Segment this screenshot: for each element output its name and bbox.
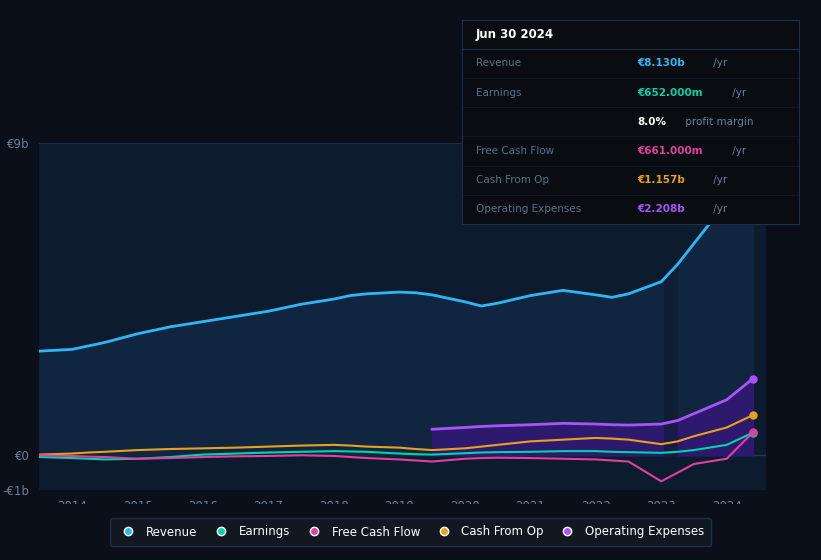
Legend: Revenue, Earnings, Free Cash Flow, Cash From Op, Operating Expenses: Revenue, Earnings, Free Cash Flow, Cash … — [109, 519, 712, 545]
Text: €1.157b: €1.157b — [637, 175, 686, 185]
Text: Jun 30 2024: Jun 30 2024 — [475, 27, 554, 41]
Text: profit margin: profit margin — [681, 117, 753, 127]
Text: €652.000m: €652.000m — [637, 87, 703, 97]
Text: €8.130b: €8.130b — [637, 58, 685, 68]
Text: /yr: /yr — [710, 58, 727, 68]
Text: /yr: /yr — [729, 146, 746, 156]
Text: Cash From Op: Cash From Op — [475, 175, 548, 185]
Text: Operating Expenses: Operating Expenses — [475, 204, 581, 214]
Text: 8.0%: 8.0% — [637, 117, 667, 127]
Text: /yr: /yr — [729, 87, 746, 97]
Text: €661.000m: €661.000m — [637, 146, 703, 156]
Text: /yr: /yr — [710, 204, 727, 214]
Text: €2.208b: €2.208b — [637, 204, 685, 214]
Text: Revenue: Revenue — [475, 58, 521, 68]
Text: Free Cash Flow: Free Cash Flow — [475, 146, 554, 156]
Text: Earnings: Earnings — [475, 87, 521, 97]
Text: /yr: /yr — [710, 175, 727, 185]
